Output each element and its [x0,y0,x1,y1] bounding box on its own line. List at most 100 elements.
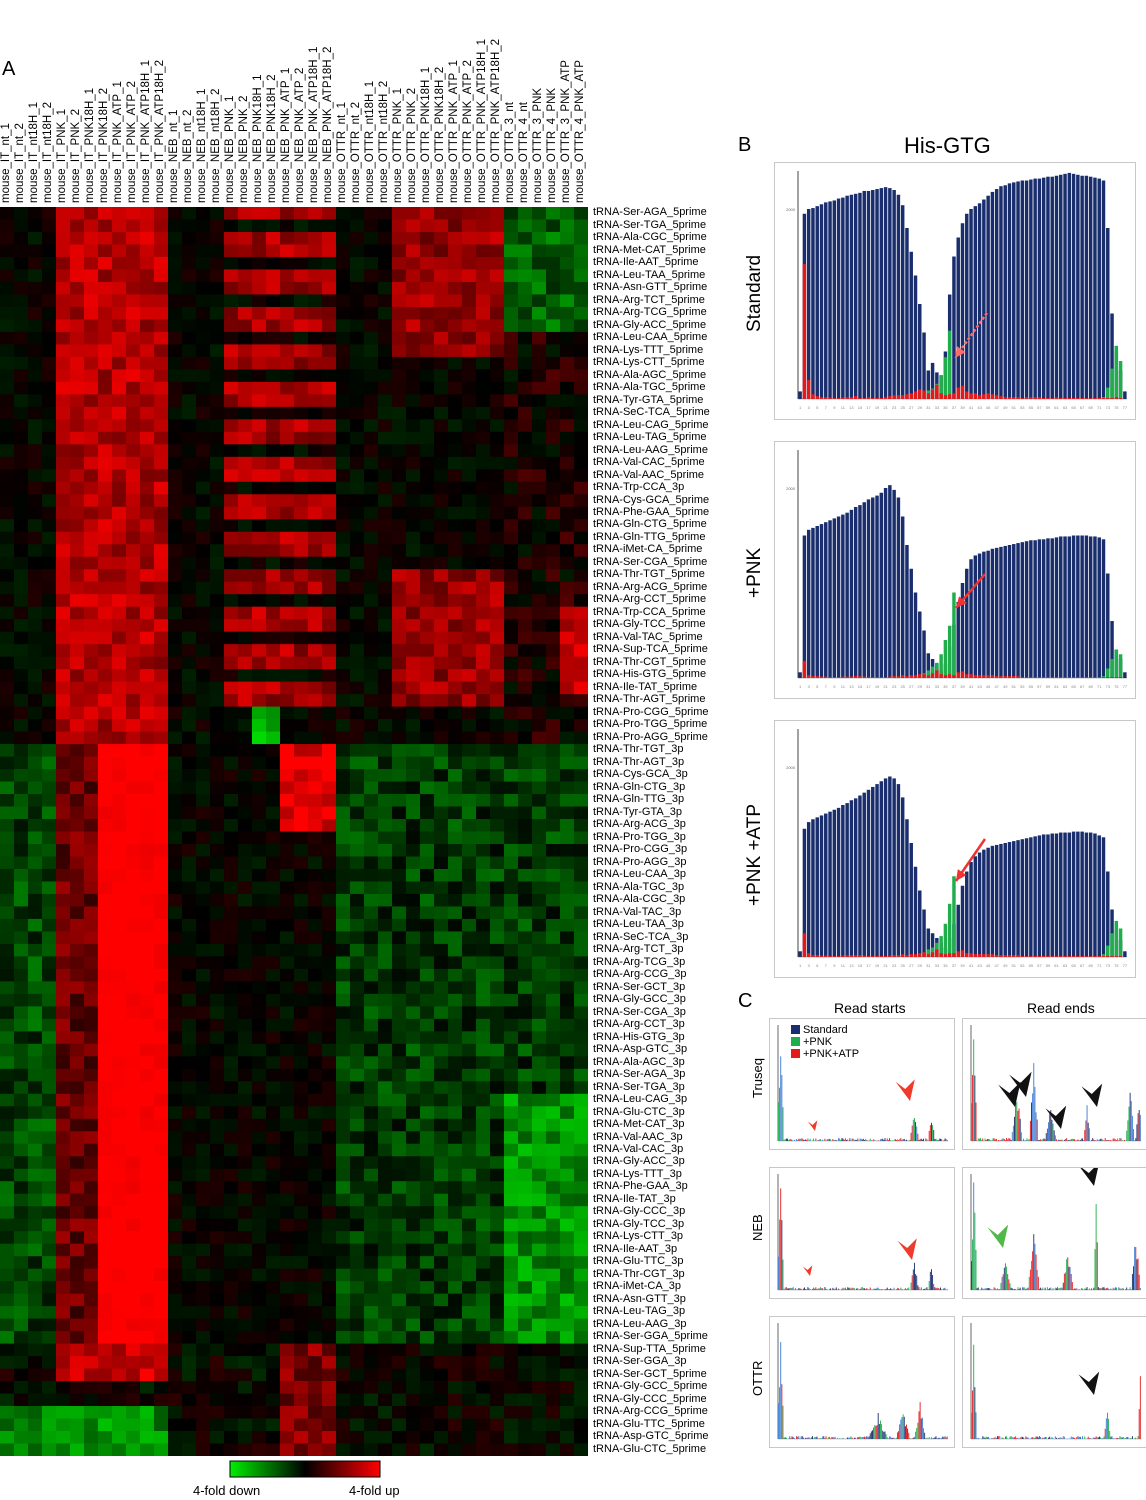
heatmap-cell [224,1056,239,1070]
heatmap-cell [98,444,113,458]
heatmap-cell [56,893,71,907]
heatmap-cell [532,1206,547,1220]
heatmap-cell [490,968,505,982]
heatmap-cell [154,1131,169,1145]
heatmap-cell [182,231,197,245]
heatmap-cell [168,631,183,645]
heatmap-cell [154,781,169,795]
heatmap-cell [574,581,588,595]
heatmap-cell [364,244,379,258]
heatmap-cell [252,956,267,970]
heatmap-cell [238,868,253,882]
heatmap-cell [392,719,407,732]
column-label: mouse_OTTR_nt18H_2 [378,80,390,203]
heatmap-cell [364,993,379,1007]
heatmap-cell [84,294,99,308]
heatmap-cell [210,918,225,932]
heatmap-cell [364,1081,379,1095]
row-label: tRNA-Ser-AGA_5prime [593,206,707,219]
heatmap-cell [210,1256,225,1270]
x-tick-label: 13 [849,405,854,410]
heatmap-cell [196,1356,211,1369]
heatmap-cell [224,419,239,433]
heatmap-cell [196,1231,211,1245]
heatmap-cell [182,956,197,970]
heatmap-cell [140,1168,155,1182]
heatmap-cell [42,494,57,508]
heatmap-cell [406,1306,421,1320]
heatmap-cell [182,1106,197,1120]
heatmap-cell [490,581,505,595]
heatmap-cell [350,1181,365,1195]
heatmap-cell [364,519,379,533]
heatmap-cell [28,569,43,583]
bar-pnk-atp [1012,676,1016,678]
heatmap-cell [98,207,113,220]
heatmap-cell [518,781,533,795]
heatmap-cell [434,369,449,383]
heatmap-cell [420,931,435,945]
heatmap-cell [518,1118,533,1132]
heatmap-cell [14,769,29,782]
heatmap-cell [364,319,379,333]
heatmap-cell [28,319,43,333]
heatmap-cell [350,656,365,670]
heatmap-cell [378,931,393,945]
heatmap-cell [406,1143,421,1157]
heatmap-cell [504,269,519,283]
heatmap-cell [154,819,169,832]
heatmap-cell [98,1356,113,1369]
heatmap-cell [224,1231,239,1245]
heatmap-cell [238,706,253,720]
heatmap-cell [546,1368,561,1382]
heatmap-cell [28,381,43,395]
heatmap-cell [210,756,225,770]
heatmap-cell [98,469,113,483]
x-tick-label: 67 [1080,963,1085,968]
heatmap-cell [518,681,533,695]
heatmap-cell [574,319,588,333]
heatmap-cell [14,1418,29,1432]
heatmap-cell [574,356,588,370]
heatmap-cell [392,1218,407,1232]
heatmap-cell [322,294,337,308]
heatmap-cell [84,644,99,658]
row-label: tRNA-His-GTG_3p [593,1030,685,1043]
heatmap-cell [196,319,211,333]
heatmap-cell [224,1106,239,1120]
heatmap-cell [14,331,29,345]
bar-standard [896,194,901,399]
heatmap-cell [42,1018,57,1032]
heatmap-cell [70,781,85,795]
heatmap-cell [238,1068,253,1082]
heatmap-cell [210,231,225,245]
bar-standard [1080,535,1084,678]
bar-standard [815,206,819,399]
heatmap-cell [392,494,407,508]
heatmap-cell [28,1256,43,1270]
column-label: mouse_OTTR_3_PNK_ATP [560,60,572,203]
heatmap-cell [42,1218,57,1232]
heatmap-cell [280,1381,295,1394]
bar-pnk-atp [871,677,875,678]
heatmap-cell [462,1193,477,1207]
heatmap-cell [532,1406,547,1419]
bar-standard [986,847,990,957]
heatmap-cell [280,494,295,508]
heatmap-cell [308,981,323,995]
heatmap-cell [406,356,421,370]
heatmap-cell [448,819,463,832]
heatmap-cell [308,306,323,320]
x-tick-label: 13 [849,684,854,689]
heatmap-cell [126,469,141,483]
heatmap-cell [182,606,197,620]
heatmap-cell [308,544,323,558]
heatmap-cell [518,444,533,458]
x-tick-label: 69 [1088,684,1093,689]
bar-pnk-atp [1088,677,1093,678]
heatmap-cell [238,1118,253,1132]
heatmap-cell [280,294,295,308]
heatmap-cell [462,1131,477,1145]
bar-pnk [930,666,935,678]
heatmap-cell [126,931,141,945]
